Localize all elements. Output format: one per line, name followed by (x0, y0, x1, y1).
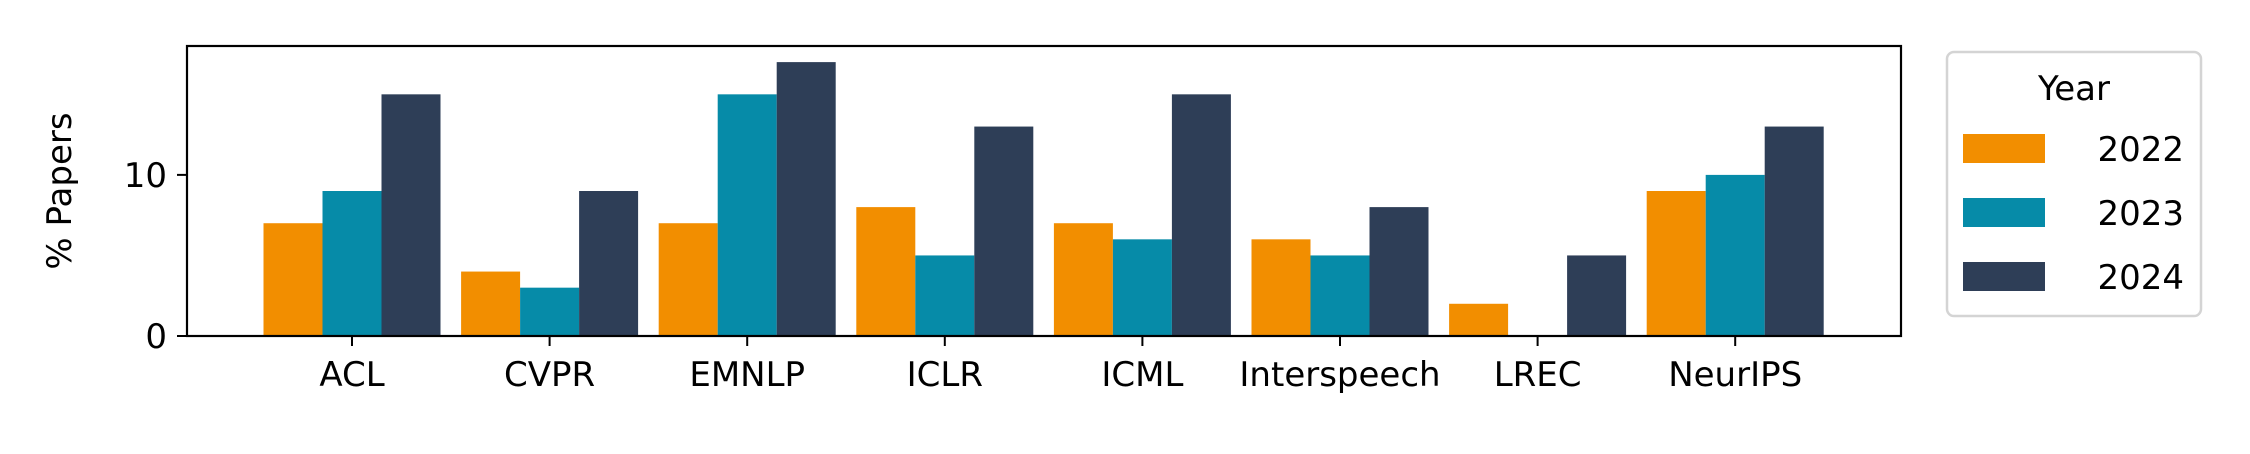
bar-2024-interspeech (1369, 207, 1429, 336)
y-axis: 0 10 (124, 156, 187, 357)
y-axis-label: % Papers (40, 112, 80, 269)
bar-2023-iclr (915, 255, 975, 336)
legend-label-2024: 2024 (2097, 258, 2184, 298)
x-tick-label: CVPR (504, 355, 595, 395)
bar-2022-icml (1053, 223, 1113, 336)
x-tick-label: ACL (319, 355, 384, 395)
bar-2024-lrec (1567, 255, 1627, 336)
bar-2022-cvpr (461, 271, 521, 336)
x-tick-label: EMNLP (689, 355, 805, 395)
bar-2024-neurips (1764, 126, 1824, 336)
plot-frame (185, 44, 1903, 338)
bar-2022-emnlp (658, 223, 718, 336)
legend: Year 2022 2023 2024 (1945, 50, 2203, 318)
x-tick-label: ICML (1101, 355, 1183, 395)
bar-2024-emnlp (776, 62, 836, 337)
bar-2023-icml (1112, 239, 1172, 336)
bar-2023-emnlp (717, 94, 777, 336)
x-tick-label: NeurIPS (1668, 355, 1802, 395)
legend-swatch-2022 (1963, 134, 2045, 163)
bar-2024-acl (381, 94, 441, 336)
bar-2024-cvpr (579, 191, 639, 336)
bar-2022-neurips (1646, 191, 1706, 336)
bar-2024-iclr (974, 126, 1034, 336)
bar-2023-neurips (1705, 174, 1765, 336)
bars-layer (263, 62, 1824, 337)
y-tick-label: 10 (124, 156, 167, 196)
bar-2023-acl (322, 191, 382, 336)
bar-2022-acl (263, 223, 323, 336)
x-tick-label: LREC (1494, 355, 1582, 395)
bar-2023-interspeech (1310, 255, 1370, 336)
y-tick-label: 0 (145, 317, 167, 357)
x-tick-label: Interspeech (1239, 355, 1440, 395)
legend-label-2022: 2022 (2097, 130, 2184, 170)
bar-2023-cvpr (520, 287, 580, 336)
legend-label-2023: 2023 (2097, 194, 2184, 234)
legend-swatch-2023 (1963, 198, 2045, 227)
x-axis: ACL CVPR EMNLP ICLR ICML Interspeech LREC NeurI… (319, 336, 1802, 395)
bar-2022-iclr (856, 207, 916, 336)
bar-2022-interspeech (1251, 239, 1311, 336)
bar-2022-lrec (1449, 303, 1509, 336)
legend-swatch-2024 (1963, 262, 2045, 291)
legend-frame (1945, 50, 2203, 318)
legend-entries: 2022 2023 2024 (1963, 130, 2184, 298)
x-tick-label: ICLR (907, 355, 983, 395)
legend-title: Year (2037, 69, 2110, 109)
bar-2024-icml (1171, 94, 1231, 336)
